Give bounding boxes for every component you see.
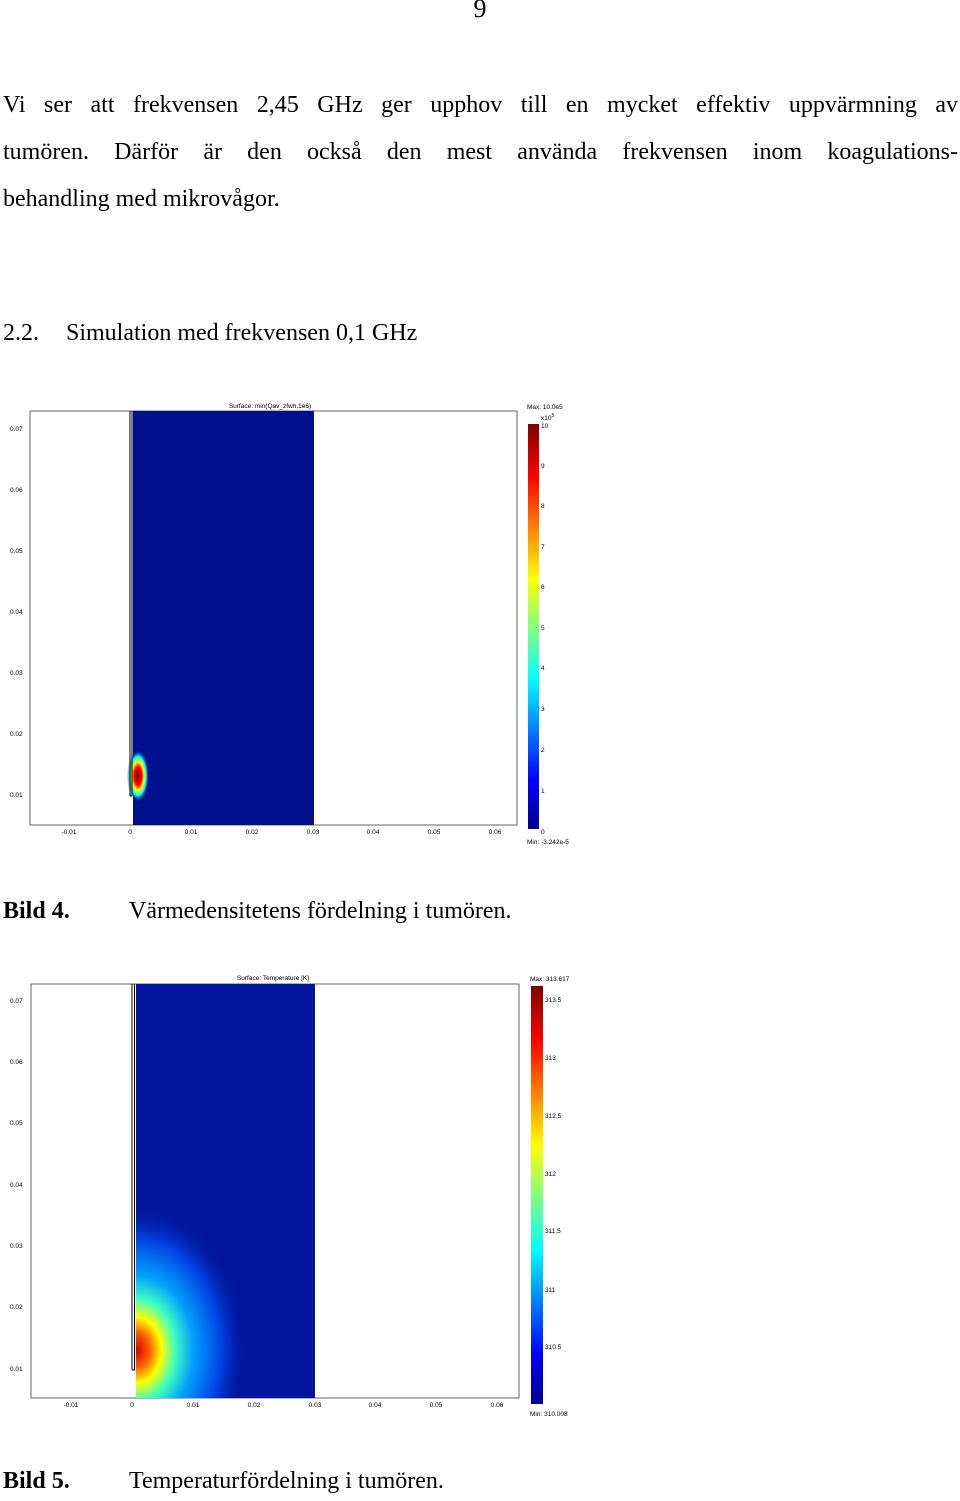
x-tick-label: 0.02 — [248, 1402, 261, 1409]
y-tick-label: 0.05 — [10, 548, 23, 555]
y-tick-label: 0.03 — [10, 670, 23, 677]
x-tick-label: 0.06 — [489, 829, 502, 836]
colorbar-tick: 313.5 — [545, 997, 562, 1004]
colorbar-multiplier: x105 — [541, 413, 554, 422]
y-tick-label: 0.04 — [10, 609, 23, 616]
colorbar-tick: 311 — [545, 1287, 556, 1294]
colorbar-min-label: Min: 310.008 — [530, 1411, 568, 1418]
x-tick-label: 0.04 — [367, 829, 380, 836]
figure-4-caption: Bild 4. Värmedensitetens fördelning i tum… — [3, 898, 512, 925]
y-tick-label: 0.06 — [10, 487, 23, 494]
colorbar: Max: 10.0e5 x105 10 9 8 7 6 5 4 3 2 1 0 … — [527, 404, 569, 846]
y-tick-label: 0.02 — [10, 1304, 23, 1311]
y-tick-label: 0.06 — [10, 1059, 23, 1066]
x-tick-label: 0.03 — [307, 829, 320, 836]
colorbar-gradient — [528, 424, 539, 829]
figure-5-title: Surface: Temperature [K] — [237, 975, 309, 982]
y-tick-label: 0.01 — [10, 1366, 23, 1373]
x-tick-label: -0.01 — [64, 1402, 79, 1409]
colorbar-tick: 10 — [541, 423, 549, 430]
caption-text: Temperaturfördelning i tumören. — [129, 1468, 444, 1494]
colorbar-tick: 1 — [541, 788, 545, 795]
x-tick-label: 0.02 — [246, 829, 259, 836]
y-tick-label: 0.04 — [10, 1182, 23, 1189]
x-axis-ticks: -0.01 0 0.01 0.02 0.03 0.04 0.05 0.06 — [64, 1402, 504, 1409]
caption-text: Värmedensitetens fördelning i tumören. — [129, 898, 512, 924]
x-tick-label: 0.01 — [185, 829, 198, 836]
x-tick-label: 0.04 — [369, 1402, 382, 1409]
section-title: Simulation med frekvensen 0,1 GHz — [66, 320, 418, 346]
colorbar-tick: 8 — [541, 503, 545, 510]
x-tick-label: 0.01 — [187, 1402, 200, 1409]
colorbar-tick: 6 — [541, 584, 545, 591]
paragraph-line: behandling med mikrovågor. — [3, 186, 280, 212]
colorbar-max-label: Max: 10.0e5 — [527, 404, 563, 411]
colorbar-tick: 7 — [541, 544, 545, 551]
page-number: 9 — [473, 0, 487, 23]
colorbar-min-label: Min: -3.242e-5 — [527, 839, 569, 846]
x-tick-label: 0.03 — [309, 1402, 322, 1409]
body-paragraph: Vi ser att frekvensen 2,45 GHz ger uppho… — [3, 82, 958, 223]
section-heading: 2.2. Simulation med frekvensen 0,1 GHz — [3, 320, 417, 347]
y-tick-label: 0.07 — [10, 998, 23, 1005]
colorbar-max-label: Max: 313.617 — [530, 976, 570, 983]
y-axis-ticks: 0.07 0.06 0.05 0.04 0.03 0.02 0.01 — [10, 426, 23, 799]
section-number: 2.2. — [3, 320, 39, 346]
colorbar-tick: 312.5 — [545, 1113, 562, 1120]
colorbar: Max: 313.617 313.5 313 312.5 312 311.5 3… — [530, 976, 570, 1418]
caption-label: Bild 5. — [3, 1468, 70, 1494]
colorbar-tick: 3 — [541, 706, 545, 713]
colorbar-tick: 2 — [541, 747, 545, 754]
tissue-domain — [133, 411, 314, 825]
colorbar-tick: 5 — [541, 625, 545, 632]
paragraph-line: tumören. Därför är den också den mest an… — [3, 139, 958, 165]
y-tick-label: 0.03 — [10, 1243, 23, 1250]
colorbar-tick: 0 — [541, 829, 545, 836]
y-tick-label: 0.05 — [10, 1120, 23, 1127]
caption-label: Bild 4. — [3, 898, 70, 924]
x-tick-label: 0 — [130, 1402, 134, 1409]
paragraph-line: Vi ser att frekvensen 2,45 GHz ger uppho… — [3, 92, 958, 118]
colorbar-tick: 311.5 — [545, 1228, 561, 1235]
x-tick-label: 0.05 — [428, 829, 441, 836]
heat-region — [136, 1200, 251, 1398]
colorbar-tick: 310.5 — [545, 1344, 562, 1351]
y-tick-label: 0.07 — [10, 426, 23, 433]
x-axis-ticks: -0.01 0 0.01 0.02 0.03 0.04 0.05 0.06 — [62, 829, 502, 836]
y-axis-ticks: 0.07 0.06 0.05 0.04 0.03 0.02 0.01 — [10, 998, 23, 1373]
colorbar-tick: 313 — [545, 1055, 556, 1062]
colorbar-tick: 4 — [541, 665, 545, 672]
figure-5-caption: Bild 5. Temperaturfördelning i tumören. — [3, 1468, 444, 1495]
figure-5-plot: Surface: Temperature [K] 0.07 0.06 0.05 … — [0, 970, 600, 1422]
colorbar-gradient — [531, 986, 543, 1404]
x-tick-label: 0.05 — [430, 1402, 443, 1409]
figure-4-plot: Surface: min(Qav_zfwh,1e6) 0.07 0.06 0.0… — [0, 398, 600, 850]
x-tick-label: -0.01 — [62, 829, 77, 836]
x-tick-label: 0.06 — [491, 1402, 504, 1409]
colorbar-tick: 9 — [541, 463, 545, 470]
colorbar-tick: 312 — [545, 1171, 556, 1178]
x-tick-label: 0 — [128, 829, 132, 836]
y-tick-label: 0.01 — [10, 792, 23, 799]
y-tick-label: 0.02 — [10, 731, 23, 738]
figure-4-title: Surface: min(Qav_zfwh,1e6) — [229, 403, 311, 410]
